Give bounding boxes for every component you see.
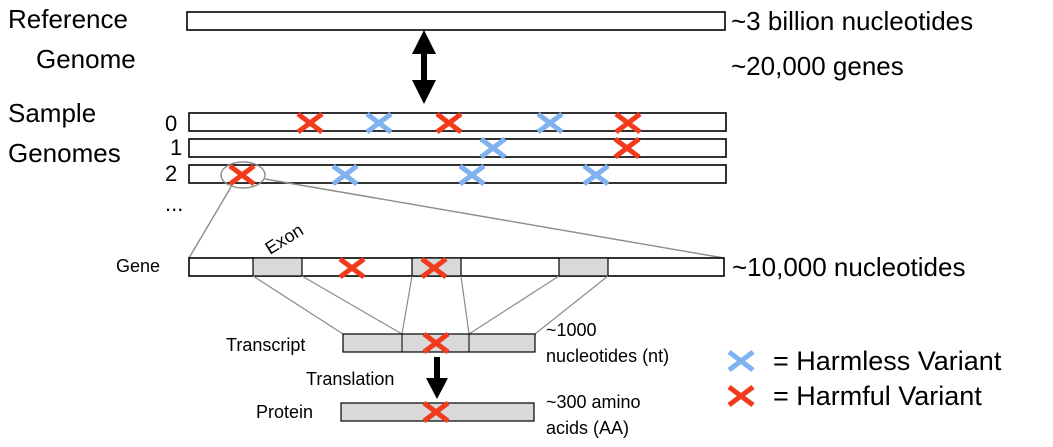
gene-count-annotation: ~20,000 genes — [731, 51, 904, 81]
harmless-variant-icon — [331, 164, 359, 186]
harmful-variant-icon — [420, 257, 448, 279]
zoom-line-right — [264, 178, 725, 259]
transcript-size-line2: nucleotides (nt) — [546, 346, 669, 366]
harmless-variant-icon — [727, 350, 755, 372]
harmful-variant-icon — [422, 332, 450, 354]
double-arrow-icon — [412, 30, 436, 104]
harmless-variant-icon — [582, 164, 610, 186]
reference-genome-bar — [186, 11, 726, 31]
harmless-variant-icon — [479, 137, 507, 159]
transcript-label: Transcript — [226, 335, 305, 355]
harmful-variant-icon — [727, 385, 755, 407]
sample-genome-bar-1 — [188, 138, 727, 158]
exon-block-1 — [252, 257, 303, 277]
harmless-variant-icon — [458, 164, 486, 186]
reference-label-line1: Reference — [8, 4, 128, 34]
protein-size-line2: acids (AA) — [546, 418, 629, 438]
harmless-variant-icon — [536, 112, 564, 134]
harmful-variant-icon — [614, 112, 642, 134]
gene-label: Gene — [116, 256, 160, 276]
transcript-size-line1: ~1000 — [546, 320, 597, 340]
harmful-variant-icon — [338, 257, 366, 279]
legend-harmless-label: = Harmless Variant — [773, 346, 1002, 376]
harmless-variant-icon — [365, 112, 393, 134]
exon-label: Exon — [262, 220, 307, 259]
zoom-highlight-circle — [220, 161, 266, 189]
reference-label-line2: Genome — [36, 44, 136, 74]
sample-label-line1: Sample — [8, 98, 96, 128]
harmful-variant-icon — [296, 112, 324, 134]
exon-block-3 — [558, 257, 609, 277]
row-label-0: 0 — [165, 111, 177, 136]
sample-label-line2: Genomes — [8, 138, 121, 168]
more-rows-ellipsis: ... — [165, 191, 183, 216]
protein-label: Protein — [256, 402, 313, 422]
legend: = Harmless Variant = Harmful Variant — [727, 346, 1002, 411]
exon-mapping-lines — [252, 275, 609, 335]
row-label-1: 1 — [170, 135, 182, 160]
harmful-variant-icon — [613, 137, 641, 159]
row-label-2: 2 — [165, 161, 177, 186]
zoom-line-left — [188, 186, 232, 259]
translation-label: Translation — [306, 369, 394, 389]
down-arrow-icon — [426, 357, 448, 399]
protein-size-line1: ~300 amino — [546, 392, 641, 412]
legend-harmful-label: = Harmful Variant — [773, 381, 982, 411]
harmful-variant-icon — [435, 112, 463, 134]
gene-size-annotation: ~10,000 nucleotides — [732, 252, 965, 282]
reference-size-annotation: ~3 billion nucleotides — [731, 6, 973, 36]
harmful-variant-icon — [228, 164, 256, 186]
harmful-variant-icon — [422, 401, 450, 423]
